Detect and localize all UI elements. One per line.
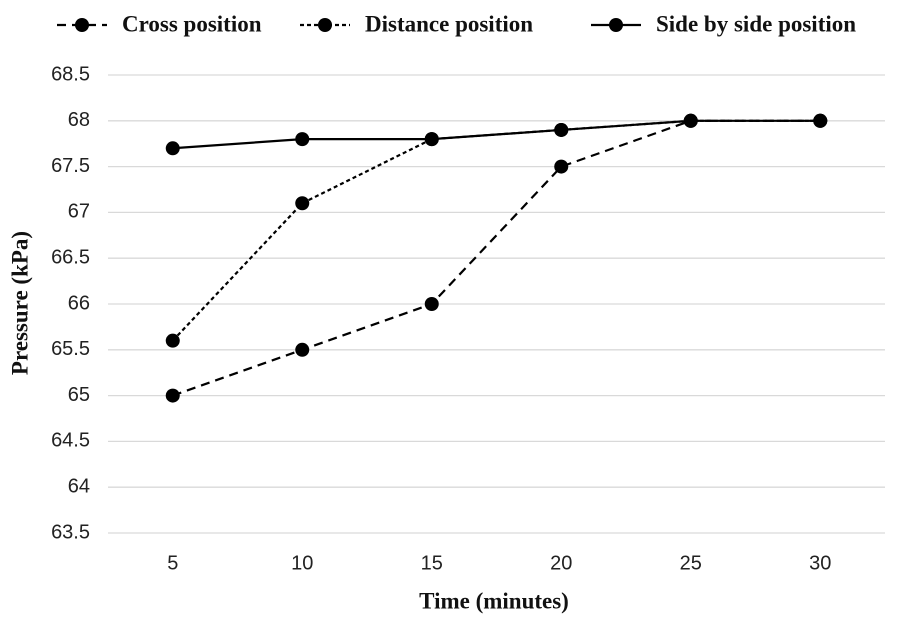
- legend-label: Cross position: [122, 11, 262, 36]
- x-tick-label: 25: [680, 552, 702, 574]
- y-tick-label: 67: [68, 201, 90, 223]
- marker: [424, 297, 439, 311]
- y-tick-label: 66: [68, 292, 90, 314]
- y-tick-label: 68: [68, 109, 90, 131]
- legend-marker: [609, 18, 623, 32]
- y-tick-label: 68.5: [51, 63, 90, 85]
- y-tick-label: 66.5: [51, 246, 90, 268]
- x-tick-label: 20: [550, 552, 572, 574]
- line: [171, 119, 821, 342]
- legend-label: Distance position: [365, 11, 533, 36]
- y-tick-label: 67.5: [51, 155, 90, 177]
- y-axis-title: Pressure (kPa): [7, 231, 32, 375]
- marker: [554, 159, 569, 174]
- marker: [165, 388, 180, 403]
- x-tick-label: 30: [809, 552, 831, 574]
- marker: [683, 113, 698, 128]
- y-tick-label: 64: [68, 475, 90, 497]
- legend-marker: [318, 18, 332, 32]
- y-tick-label: 65.5: [51, 338, 90, 360]
- marker: [165, 141, 180, 156]
- y-tick-label: 64.5: [51, 430, 90, 452]
- x-axis-title: Time (minutes): [419, 588, 569, 613]
- marker: [813, 113, 828, 128]
- marker: [295, 196, 310, 211]
- x-tick-label: 15: [421, 552, 443, 574]
- marker: [165, 333, 180, 348]
- marker: [554, 122, 569, 137]
- marker: [295, 132, 310, 147]
- x-tick-label: 10: [291, 552, 313, 574]
- y-tick-label: 65: [68, 384, 90, 406]
- line: [172, 119, 821, 150]
- legend-label: Side by side position: [656, 11, 856, 36]
- marker: [295, 342, 310, 357]
- y-tick-label: 63.5: [51, 521, 90, 543]
- x-tick-label: 5: [167, 552, 178, 574]
- marker: [424, 132, 439, 147]
- legend-marker: [75, 18, 89, 32]
